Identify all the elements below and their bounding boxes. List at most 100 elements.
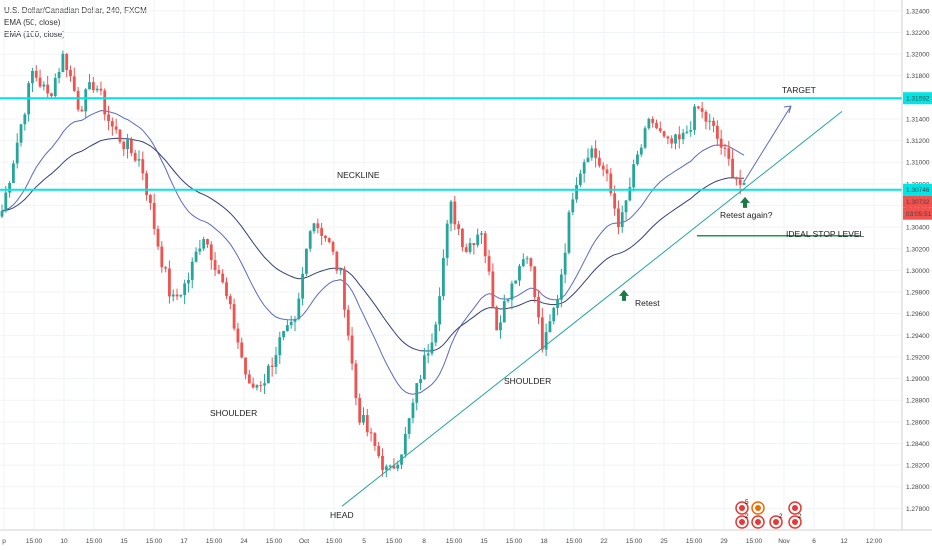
candle-body	[42, 84, 46, 87]
time-tick-label: 10	[60, 538, 68, 545]
candle-body	[521, 259, 525, 267]
candle-body	[53, 78, 57, 97]
event-flag-dot	[739, 519, 745, 525]
time-tick-label: p	[2, 538, 6, 545]
left-shoulder-label: SHOULDER	[210, 408, 257, 418]
candle-body	[202, 239, 206, 249]
candle-body	[658, 128, 662, 132]
candle-body	[715, 125, 719, 139]
candle-body	[137, 159, 141, 161]
candle-body	[540, 317, 544, 350]
event-flag-dot	[755, 519, 761, 525]
event-flag-dot	[739, 505, 745, 511]
candle-body	[643, 128, 647, 148]
candle-body	[168, 268, 171, 297]
candle-body	[525, 258, 529, 260]
candle-body	[502, 301, 506, 323]
candle-body	[384, 466, 388, 470]
target-arrowhead	[783, 105, 792, 114]
candle-body	[419, 379, 422, 384]
candle-body	[240, 342, 244, 358]
candle-body	[133, 152, 137, 161]
time-tick-label: 15:00	[746, 538, 763, 545]
candle-body	[601, 165, 605, 170]
candle-body	[141, 159, 145, 174]
price-tick-label: 1.30200	[906, 246, 930, 253]
candle-body	[491, 271, 495, 307]
candle-body	[80, 109, 84, 112]
time-tick-label: 15:00	[266, 538, 283, 545]
price-axis[interactable]: 1.324001.322001.320001.318001.316001.314…	[901, 0, 932, 550]
candle-body	[457, 224, 461, 229]
candle-body	[72, 76, 76, 91]
candle-body	[274, 355, 278, 367]
candle-body	[126, 139, 129, 150]
candle-body	[316, 223, 320, 229]
candle-body	[236, 328, 240, 343]
candle-body	[529, 258, 533, 267]
candle-body	[651, 118, 655, 123]
candle-body	[312, 223, 316, 232]
candle-body	[727, 148, 731, 159]
candle-body	[696, 106, 700, 109]
candle-body	[506, 299, 510, 302]
candle-body	[122, 141, 126, 150]
candle-body	[430, 342, 434, 354]
candle-body	[171, 294, 175, 297]
candle-body	[441, 257, 445, 297]
candle-body	[103, 90, 107, 115]
event-flag-dot	[792, 519, 798, 525]
time-tick-label: 12:00	[866, 538, 883, 545]
right-shoulder-label: SHOULDER	[504, 376, 551, 386]
candle-body	[175, 294, 179, 297]
candle-body	[15, 142, 19, 164]
candle-body	[480, 233, 483, 235]
target-label: TARGET	[782, 85, 816, 95]
time-tick-label: 5	[362, 538, 366, 545]
candle-body	[438, 296, 441, 325]
candle-body	[373, 433, 377, 446]
candle-body	[422, 355, 426, 380]
economic-events[interactable]: 5 2 2 2	[735, 499, 802, 529]
candle-body	[107, 114, 110, 122]
candle-body	[708, 120, 712, 122]
candle-body	[259, 385, 263, 387]
candle-body	[518, 266, 521, 281]
candle-body	[0, 211, 4, 217]
countdown-badge-bg	[903, 207, 932, 220]
time-axis[interactable]: p 15:00 10 15:00 15 15:00 17 15:00 24 15:00 Oct 15:…	[0, 529, 932, 545]
candle-body	[38, 77, 42, 87]
price-tick-label: 1.29200	[906, 354, 930, 361]
price-tick-label: 1.31000	[906, 160, 930, 167]
candle-body	[65, 53, 69, 70]
candle-body	[194, 251, 198, 262]
candle-body	[206, 239, 209, 245]
retest-again-arrow-icon	[740, 196, 750, 208]
candle-body	[354, 363, 358, 399]
candle-body	[495, 306, 499, 331]
candle-body	[99, 88, 103, 91]
candle-body	[247, 374, 251, 384]
ema50-legend[interactable]: EMA (50, close)	[4, 18, 61, 27]
chart-grid	[0, 0, 902, 530]
time-tick-label: 15	[480, 538, 488, 545]
candle-body	[324, 235, 327, 239]
price-tick-label: 1.30000	[906, 268, 930, 275]
time-tick-label: 17	[180, 538, 188, 545]
price-tick-label: 1.28200	[906, 463, 930, 470]
candle-body	[533, 266, 537, 298]
candle-body	[537, 297, 540, 318]
candle-body	[327, 238, 331, 243]
candle-body	[674, 134, 677, 144]
candle-body	[563, 252, 567, 275]
ideal-stop-label: IDEAL STOP LEVEL	[786, 229, 865, 239]
candle-body	[129, 139, 133, 153]
candle-body	[50, 93, 53, 97]
chart-drawings: NECKLINE TARGET SHOULDER SHOULDER HEAD Retest…	[0, 85, 902, 520]
candle-body	[468, 242, 472, 252]
candle-body	[183, 283, 187, 296]
candle-body	[712, 120, 715, 126]
candle-body	[598, 157, 601, 166]
time-tick-label: 15	[120, 538, 128, 545]
